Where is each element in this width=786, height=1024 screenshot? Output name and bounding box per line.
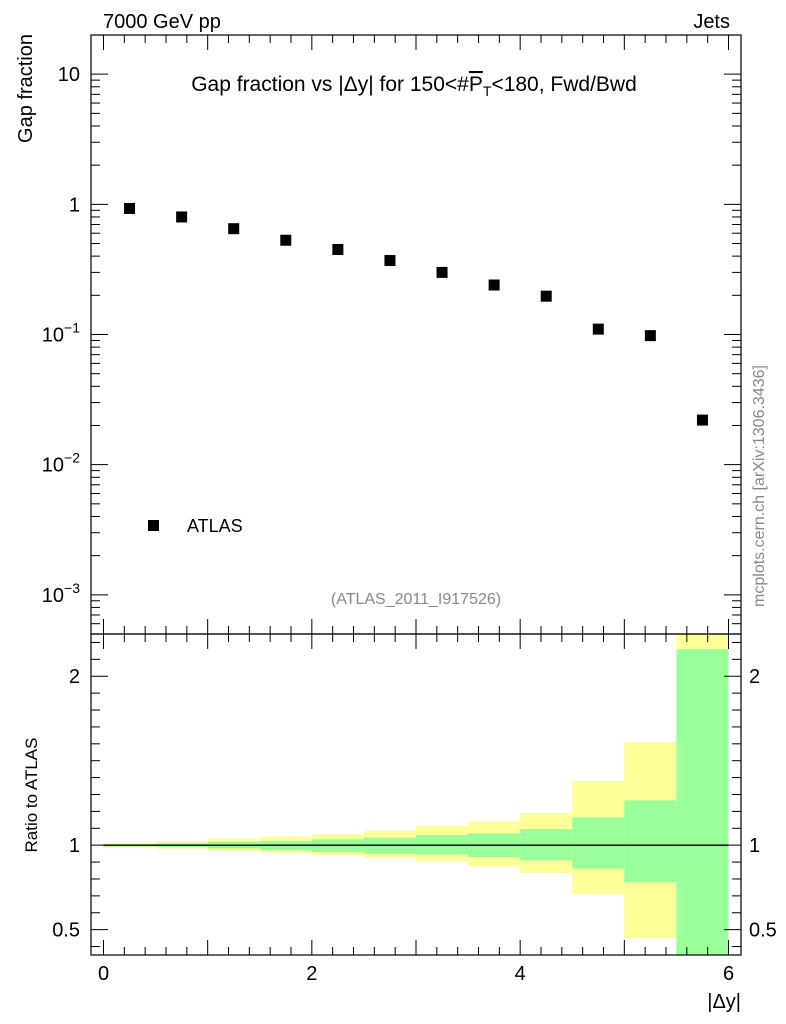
data-point (540, 290, 552, 302)
data-point (696, 414, 708, 426)
data-point (488, 279, 500, 291)
data-point (644, 330, 656, 342)
x-tick-label: 6 (723, 963, 734, 985)
y-tick-label: 1 (69, 194, 80, 216)
x-tick-label: 4 (515, 963, 526, 985)
ratio-y-tick-label-left: 2 (69, 666, 80, 688)
plot-title-post: <180, Fwd/Bwd (491, 73, 636, 96)
data-point (592, 323, 604, 335)
x-tick-label: 2 (306, 963, 317, 985)
ratio-y-tick-label-right: 1 (749, 835, 760, 857)
ratio-y-axis-title: Ratio to ATLAS (22, 738, 41, 853)
header-energy-label: 7000 GeV pp (103, 11, 221, 33)
ratio-y-tick-label-left: 1 (69, 835, 80, 857)
watermark: mcplots.cern.ch [arXiv:1306.3436] (751, 365, 768, 607)
plot-title-p: P (469, 73, 483, 96)
main-y-axis-title: Gap fraction (15, 34, 37, 143)
plot-title-pre: Gap fraction vs |Δy| for 150<# (191, 73, 469, 96)
ratio-y-tick-label-right: 2 (749, 666, 760, 688)
legend-label: ATLAS (187, 516, 243, 536)
plot-title-sub: T (483, 83, 492, 99)
y-tick-label: 10−1 (42, 320, 80, 347)
data-point (384, 255, 396, 267)
plot-title: Gap fraction vs |Δy| for 150<#PT<180, Fw… (191, 73, 637, 99)
y-tick-label: 10−2 (42, 450, 80, 477)
data-point (436, 266, 448, 278)
data-point (280, 234, 292, 246)
data-point (228, 223, 240, 235)
stat-unc-band-bin-10 (624, 800, 677, 883)
legend-marker (148, 520, 159, 531)
data-point (176, 211, 188, 223)
analysis-id: (ATLAS_2011_I917526) (331, 591, 501, 608)
header-process-label: Jets (693, 11, 730, 33)
y-tick-label: 10−3 (42, 580, 80, 607)
ratio-y-tick-label-left: 0.5 (52, 920, 80, 942)
stat-unc-band-bin-9 (572, 817, 625, 869)
main-plot-frame (90, 34, 742, 635)
y-tick-label: 10 (58, 64, 80, 86)
stat-unc-band-bin-11 (676, 649, 729, 955)
data-point (124, 202, 136, 214)
ratio-y-tick-label-right: 0.5 (749, 920, 777, 942)
data-point (332, 243, 344, 255)
x-tick-label: 0 (98, 963, 109, 985)
x-axis-title: |Δy| (707, 991, 741, 1013)
